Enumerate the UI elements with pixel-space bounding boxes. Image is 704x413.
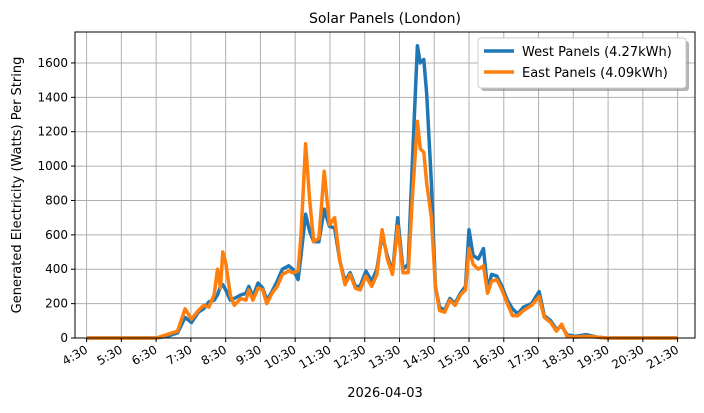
x-tick-label: 13:30 <box>366 342 403 371</box>
y-tick-label: 400 <box>45 262 68 276</box>
x-tick-label: 6:30 <box>129 342 159 368</box>
x-tick-label: 17:30 <box>505 342 542 371</box>
series-line-east <box>86 119 678 340</box>
y-tick-label: 1400 <box>37 90 68 104</box>
grid <box>75 32 695 339</box>
x-tick-label: 16:30 <box>470 342 507 371</box>
x-tick-label: 4:30 <box>60 342 90 368</box>
y-tick-label: 200 <box>45 297 68 311</box>
legend: West Panels (4.27kWh) East Panels (4.09k… <box>477 37 689 91</box>
plot-frame <box>74 31 696 339</box>
x-tick-label: 7:30 <box>164 342 194 368</box>
y-tick-label: 1200 <box>37 125 68 139</box>
legend-label-east: East Panels (4.09kWh) <box>522 66 668 81</box>
x-tick-label: 8:30 <box>199 342 229 368</box>
x-tick-label: 14:30 <box>401 342 438 371</box>
y-axis-ticks: 0 200 400 600 800 1000 1200 1400 1600 <box>37 56 75 345</box>
x-tick-label: 12:30 <box>331 342 368 371</box>
y-tick-label: 1000 <box>37 159 68 173</box>
y-tick-label: 0 <box>60 331 68 345</box>
y-tick-label: 1600 <box>37 56 68 70</box>
x-tick-label: 15:30 <box>436 342 473 371</box>
x-tick-label: 9:30 <box>234 342 264 368</box>
legend-label-west: West Panels (4.27kWh) <box>522 45 672 60</box>
x-tick-label: 11:30 <box>296 342 333 371</box>
x-tick-label: 10:30 <box>262 342 299 371</box>
series-lines <box>86 44 678 340</box>
x-tick-label: 21:30 <box>644 342 681 371</box>
x-tick-label: 5:30 <box>95 342 125 368</box>
x-tick-label: 19:30 <box>575 342 612 371</box>
y-tick-label: 600 <box>45 228 68 242</box>
x-tick-label: 20:30 <box>609 342 646 371</box>
y-tick-label: 800 <box>45 193 68 207</box>
x-axis-label: 2026-04-03 <box>347 386 423 401</box>
x-tick-label: 18:30 <box>540 342 577 371</box>
x-axis-ticks: 4:30 5:30 6:30 7:30 8:30 9:3010:3011:3012:301… <box>60 338 681 372</box>
chart-title: Solar Panels (London) <box>309 11 461 27</box>
y-axis-label: Generated Electricity (Watts) Per String <box>10 57 25 314</box>
